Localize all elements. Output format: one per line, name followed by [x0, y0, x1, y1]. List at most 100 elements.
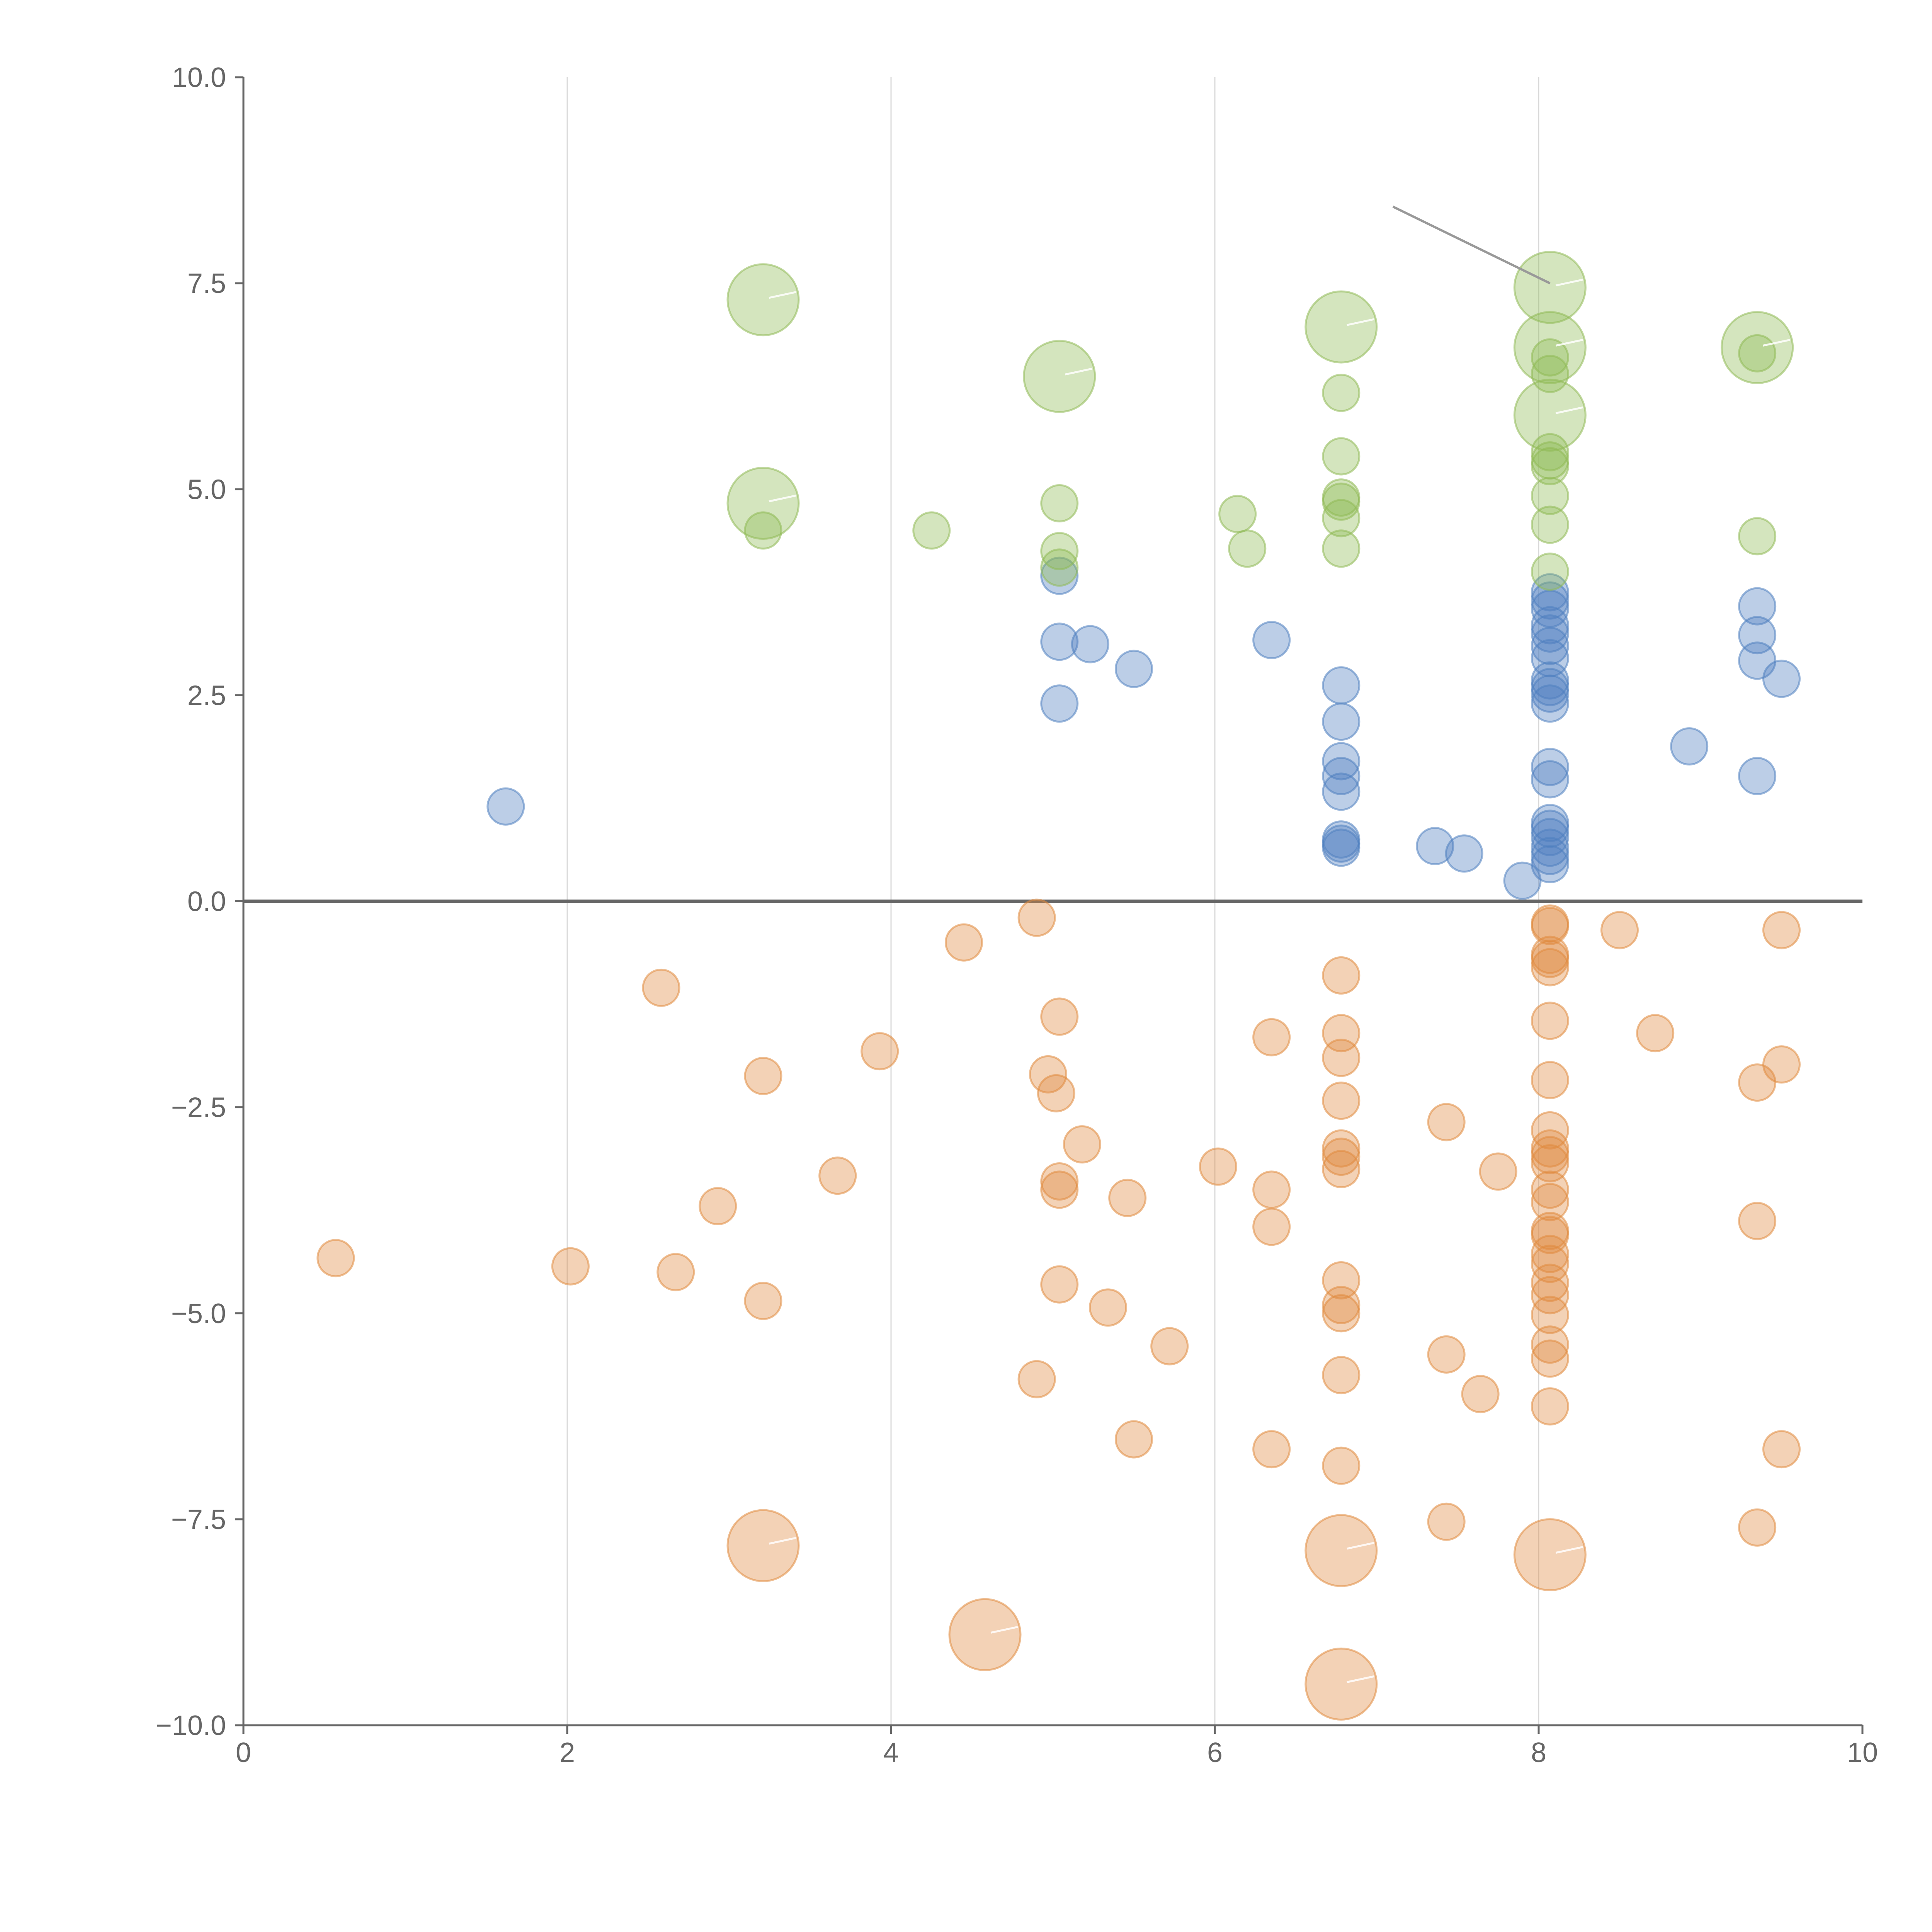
- green-point-8: [1322, 437, 1361, 476]
- orange-point-30: [1322, 1039, 1361, 1077]
- green-large-point-5: [1513, 311, 1587, 384]
- orange-point-54: [1531, 1136, 1569, 1174]
- y-tick-label: −2.5: [171, 1092, 226, 1123]
- orange-point-73: [1762, 911, 1801, 949]
- large-point-tick-12: [1347, 1675, 1374, 1683]
- axes: [242, 77, 1862, 1726]
- orange-point-42: [1427, 1502, 1466, 1541]
- orange-point-40: [1427, 1103, 1466, 1141]
- blue-point-15: [1416, 827, 1454, 866]
- y-axis-ticks: 10.0 7.5 5.0 2.5 0.0 −2.5 −5.0 −7.5 −10.0: [156, 62, 243, 1741]
- x-tick-label: 4: [883, 1737, 899, 1768]
- orange-point-33: [1322, 1138, 1361, 1176]
- green-point-5: [1218, 495, 1257, 533]
- orange-point-6: [744, 1282, 782, 1320]
- orange-point-62: [1531, 1264, 1569, 1302]
- blue-point-11: [1322, 772, 1361, 811]
- blue-point-6: [1252, 621, 1291, 659]
- orange-point-49: [1531, 948, 1569, 986]
- green-point-18: [1531, 476, 1569, 515]
- annotation-leader-line: [1392, 206, 1551, 284]
- large-point-tick-0: [769, 291, 796, 299]
- series-green: [744, 334, 1777, 591]
- orange-point-18: [1063, 1125, 1101, 1164]
- orange-point-75: [1762, 1430, 1801, 1469]
- orange-point-57: [1531, 1183, 1569, 1221]
- green-point-11: [1322, 499, 1361, 537]
- blue-point-23: [1531, 626, 1569, 665]
- orange-point-50: [1531, 1002, 1569, 1040]
- orange-point-4: [699, 1187, 737, 1226]
- large-data-points: [726, 251, 1794, 1721]
- series-orange: [316, 898, 1801, 1547]
- y-tick-label: −10.0: [156, 1710, 226, 1741]
- y-tick-label: 5.0: [187, 474, 226, 505]
- green-point-14: [1531, 355, 1569, 393]
- green-point-2: [1040, 484, 1079, 523]
- green-point-15: [1531, 433, 1569, 471]
- series-blue: [486, 556, 1801, 900]
- y-tick-label: 10.0: [172, 62, 226, 93]
- orange-point-14: [1040, 997, 1079, 1036]
- green-point-1: [912, 511, 951, 550]
- green-large-point-7: [1721, 311, 1794, 384]
- large-point-tick-1: [769, 495, 796, 502]
- blue-point-14: [1322, 828, 1361, 867]
- x-tick-label: 6: [1207, 1737, 1223, 1768]
- orange-point-27: [1252, 1430, 1291, 1469]
- blue-point-27: [1531, 674, 1569, 713]
- large-point-tick-8: [769, 1537, 796, 1545]
- annotations: [1392, 206, 1551, 284]
- orange-large-point-9: [948, 1598, 1022, 1671]
- orange-point-31: [1322, 1082, 1361, 1120]
- orange-point-43: [1461, 1375, 1500, 1413]
- blue-point-21: [1531, 606, 1569, 645]
- orange-point-23: [1199, 1147, 1237, 1186]
- y-tick-label: 7.5: [187, 268, 226, 299]
- blue-point-5: [1115, 650, 1153, 688]
- orange-point-37: [1322, 1294, 1361, 1333]
- blue-point-7: [1322, 666, 1361, 705]
- blue-point-29: [1531, 748, 1569, 786]
- large-point-tick-4: [1555, 279, 1583, 287]
- green-point-20: [1531, 553, 1569, 591]
- green-large-point-2: [1023, 340, 1096, 413]
- blue-point-9: [1322, 742, 1361, 781]
- orange-point-65: [1531, 1325, 1569, 1364]
- orange-point-5: [744, 1057, 782, 1095]
- orange-point-63: [1531, 1276, 1569, 1315]
- orange-point-22: [1150, 1327, 1189, 1366]
- orange-point-24: [1252, 1018, 1291, 1056]
- blue-point-42: [1762, 660, 1801, 698]
- green-point-22: [1738, 517, 1777, 556]
- blue-point-36: [1531, 845, 1569, 884]
- orange-point-74: [1762, 1045, 1801, 1084]
- y-tick-label: 2.5: [187, 680, 226, 711]
- blue-point-18: [1531, 573, 1569, 612]
- orange-point-67: [1531, 1387, 1569, 1426]
- green-point-12: [1322, 529, 1361, 568]
- large-point-tick-10: [1347, 1542, 1374, 1550]
- orange-point-2: [642, 968, 680, 1007]
- orange-point-51: [1531, 1061, 1569, 1099]
- green-point-0: [744, 511, 782, 550]
- orange-point-44: [1479, 1152, 1517, 1191]
- orange-point-17: [1040, 1265, 1079, 1304]
- orange-point-32: [1322, 1129, 1361, 1168]
- blue-point-34: [1531, 828, 1569, 867]
- green-point-7: [1322, 374, 1361, 412]
- orange-point-68: [1600, 911, 1639, 949]
- orange-point-66: [1531, 1339, 1569, 1378]
- large-point-tick-7: [1763, 339, 1791, 347]
- blue-point-0: [486, 787, 525, 826]
- green-large-point-6: [1513, 378, 1587, 452]
- orange-point-10: [1017, 898, 1056, 937]
- orange-point-64: [1531, 1296, 1569, 1334]
- orange-point-25: [1252, 1170, 1291, 1209]
- blue-point-28: [1531, 684, 1569, 723]
- green-point-10: [1322, 482, 1361, 521]
- orange-point-0: [316, 1239, 355, 1277]
- large-point-tick-6: [1555, 406, 1583, 414]
- orange-point-8: [861, 1032, 899, 1071]
- x-tick-label: 8: [1531, 1737, 1546, 1768]
